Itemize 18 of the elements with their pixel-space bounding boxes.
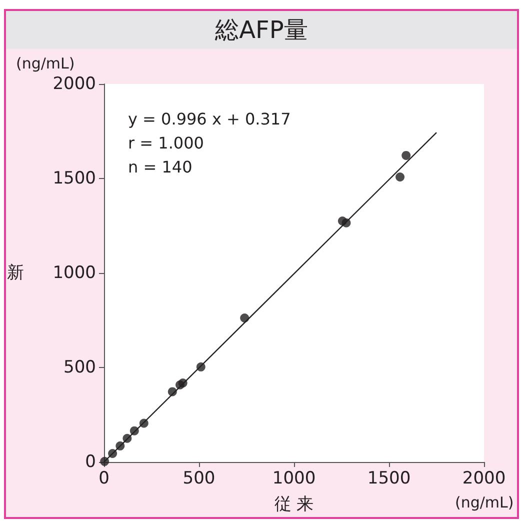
annotation: n = 140 bbox=[128, 158, 192, 176]
text: (ng/mL) bbox=[16, 54, 75, 72]
x-tick-label: 500 bbox=[182, 468, 216, 488]
annotation: y = 0.996 x + 0.317 bbox=[128, 110, 291, 128]
y-axis-title: 新 bbox=[7, 263, 24, 283]
x-axis-title: 従 来 bbox=[274, 494, 314, 514]
chart-title: 総AFP量 bbox=[6, 11, 517, 49]
x-tick-label: 2000 bbox=[462, 468, 506, 488]
y-tick-label: 500 bbox=[64, 358, 96, 378]
y-tick-label: 2000 bbox=[52, 74, 96, 94]
y-tick-label: 1500 bbox=[52, 168, 96, 188]
x-tick-label: 1000 bbox=[272, 468, 316, 488]
x-tick-label: 0 bbox=[98, 468, 110, 488]
annotation: r = 1.000 bbox=[128, 134, 204, 152]
x-tick-label: 1500 bbox=[367, 468, 411, 488]
y-tick-label: 0 bbox=[85, 452, 96, 472]
text: (ng/mL) bbox=[455, 494, 514, 512]
y-tick-label: 1000 bbox=[52, 263, 96, 283]
